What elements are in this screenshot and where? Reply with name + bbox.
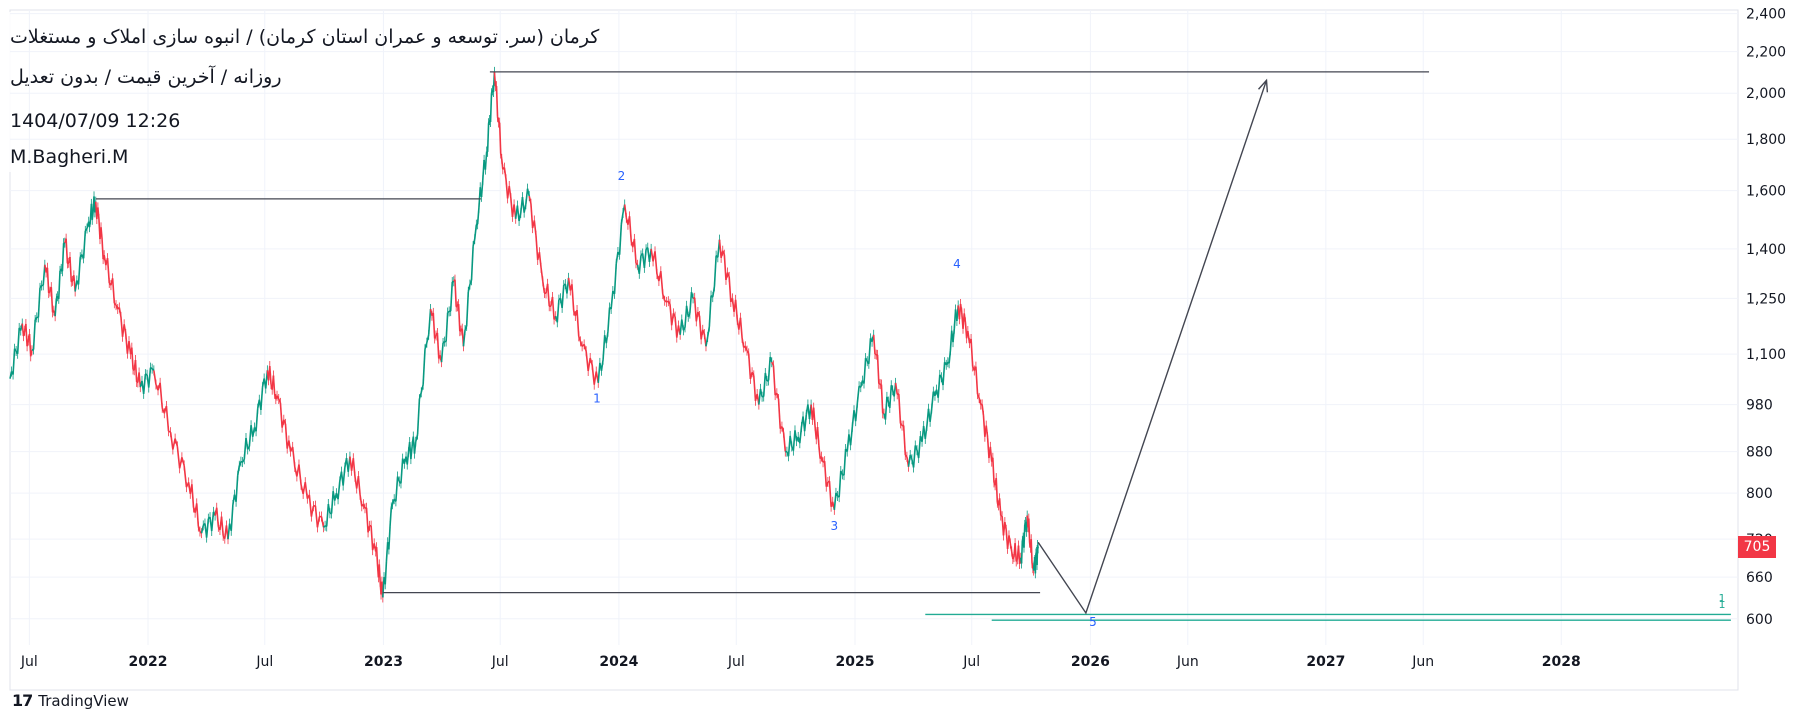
wave-label-3: 3: [831, 519, 839, 533]
chart-subtitle: روزانه / آخرین قیمت / بدون تعدیل: [10, 66, 282, 88]
price-segment: [708, 295, 712, 327]
y-tick-label: 1,250: [1746, 291, 1786, 307]
price-segment: [618, 224, 623, 255]
teal-line-end-label: 1: [1719, 598, 1726, 611]
projection-arrow-head: [1257, 78, 1269, 93]
x-tick-label: 2026: [1071, 654, 1110, 670]
price-segment: [498, 122, 502, 154]
y-tick-label: 2,200: [1746, 45, 1786, 61]
tradingview-logo-icon: 17: [12, 691, 33, 710]
x-tick-label: 2028: [1542, 654, 1581, 670]
y-tick-label: 1,600: [1746, 184, 1786, 200]
x-tick-label: Jun: [1176, 654, 1199, 670]
y-tick-label: 600: [1746, 612, 1773, 628]
x-tick-label: Jul: [727, 654, 745, 670]
x-tick-label: 2024: [599, 654, 638, 670]
y-tick-label: 1,800: [1746, 132, 1786, 148]
y-tick-label: 800: [1746, 486, 1773, 502]
chart-author: M.Bagheri.M: [10, 146, 129, 168]
x-tick-label: Jul: [255, 654, 273, 670]
tradingview-brand[interactable]: 17 TradingView: [12, 691, 129, 710]
x-tick-label: 2025: [835, 654, 874, 670]
y-tick-label: 1,400: [1746, 242, 1786, 258]
price-segment: [416, 399, 421, 435]
y-tick-label: 2,000: [1746, 86, 1786, 102]
x-tick-label: 2027: [1306, 654, 1345, 670]
x-tick-label: Jul: [20, 654, 38, 670]
x-tick-label: Jul: [491, 654, 509, 670]
price-segment: [613, 263, 618, 294]
x-tick-label: 2022: [129, 654, 168, 670]
x-tick-label: 2023: [364, 654, 403, 670]
y-tick-label: 660: [1746, 570, 1773, 586]
price-segment: [713, 255, 717, 287]
brand-name: TradingView: [38, 691, 129, 710]
y-tick-label: 880: [1746, 445, 1773, 461]
wave-label-5: 5: [1089, 615, 1097, 629]
wave-label-1: 1: [593, 391, 601, 405]
chart-title: کرمان (سر. توسعه و عمران استان کرمان) / …: [10, 26, 600, 48]
price-segment: [470, 246, 474, 281]
projection-path: [1037, 80, 1268, 615]
price-segment: [495, 86, 499, 117]
y-tick-label: 2,400: [1746, 7, 1786, 23]
x-tick-label: Jun: [1411, 654, 1434, 670]
teal-line-end-label: 1: [1719, 592, 1726, 605]
y-tick-label: 980: [1746, 398, 1773, 414]
price-segment: [422, 349, 426, 385]
wave-label-2: 2: [618, 169, 626, 183]
last-price-badge: 705: [1738, 536, 1776, 558]
x-tick-label: Jul: [962, 654, 980, 670]
chart-timestamp: 1404/07/09 12:26: [10, 110, 181, 132]
wave-label-4: 4: [953, 257, 961, 271]
price-segment: [465, 291, 470, 326]
y-tick-label: 1,100: [1746, 347, 1786, 363]
